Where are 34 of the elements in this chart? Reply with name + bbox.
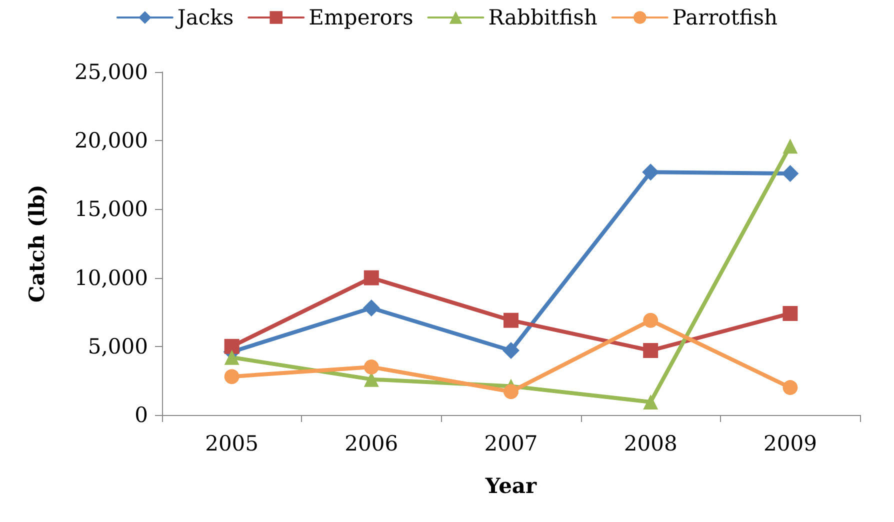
y-tick-label: 15,000 <box>74 197 148 222</box>
point <box>502 342 520 360</box>
point <box>224 350 240 365</box>
point <box>782 380 798 396</box>
point <box>643 312 658 328</box>
legend-label: Rabbitfish <box>488 6 598 30</box>
point <box>643 394 658 410</box>
y-tick-label: 0 <box>134 403 148 427</box>
point <box>782 306 798 321</box>
legend-label: Parrotfish <box>672 6 778 30</box>
x-tick-label: 2008 <box>624 432 678 456</box>
y-axis-title: Catch (lb) <box>24 184 49 302</box>
y-tick-label: 25,000 <box>74 60 148 84</box>
y-tick-label: 5,000 <box>88 334 148 358</box>
legend-label: Jacks <box>175 6 234 30</box>
x-tick-label: 2006 <box>344 432 398 456</box>
point <box>782 165 799 182</box>
x-axis-title: Year <box>484 473 538 498</box>
y-tick-label: 20,000 <box>74 128 148 153</box>
point <box>782 138 798 154</box>
x-tick-label: 2005 <box>205 432 259 456</box>
point <box>643 343 658 358</box>
point <box>504 384 518 400</box>
legend-label: Emperors <box>308 6 414 30</box>
x-tick-label: 2009 <box>763 432 817 456</box>
point <box>364 270 379 286</box>
point <box>504 312 518 328</box>
point <box>224 338 240 354</box>
x-tick-label: 2007 <box>484 432 538 456</box>
point <box>224 369 240 384</box>
y-tick-label: 10,000 <box>74 266 148 290</box>
point <box>642 164 660 181</box>
point <box>362 299 380 316</box>
point <box>364 359 379 374</box>
